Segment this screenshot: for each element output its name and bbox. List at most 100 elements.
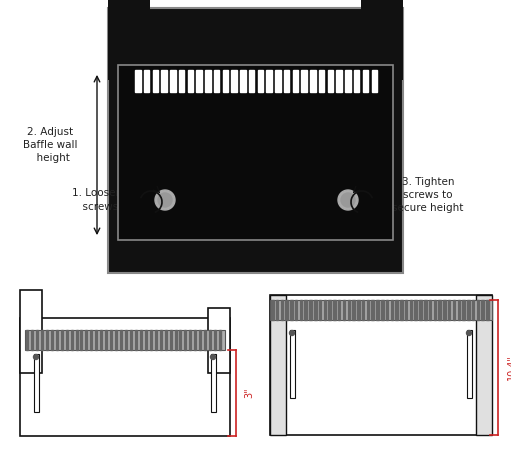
Bar (130, 330, 132, 350)
Bar (100, 330, 102, 350)
Bar (293, 70, 298, 92)
Bar (361, 0, 403, 80)
Bar (396, 300, 398, 320)
Bar (26, 330, 28, 350)
Bar (299, 300, 302, 320)
Bar (390, 300, 393, 320)
Bar (357, 300, 360, 320)
Bar (25, 330, 225, 350)
Bar (170, 330, 172, 350)
Bar (205, 70, 211, 92)
Bar (477, 300, 479, 320)
Bar (276, 300, 278, 320)
Bar (188, 70, 193, 92)
Bar (281, 300, 283, 320)
Bar (118, 65, 393, 240)
Bar (135, 330, 137, 350)
Circle shape (290, 330, 294, 336)
Circle shape (155, 190, 175, 210)
Circle shape (158, 193, 172, 207)
Text: 3. Tighten
screws to
secure height: 3. Tighten screws to secure height (392, 177, 463, 213)
Text: 1. Loosen
  screws: 1. Loosen screws (72, 189, 122, 211)
Bar (165, 330, 167, 350)
Bar (105, 330, 107, 350)
Bar (140, 330, 142, 350)
Bar (314, 300, 316, 320)
Bar (443, 300, 446, 320)
Bar (51, 330, 53, 350)
Bar (333, 300, 336, 320)
Bar (405, 300, 407, 320)
Bar (240, 70, 246, 92)
Bar (371, 300, 374, 320)
Bar (429, 300, 431, 320)
Text: 2. Adjust
Baffle wall
  height: 2. Adjust Baffle wall height (23, 127, 77, 163)
Bar (20, 290, 42, 373)
Bar (343, 300, 345, 320)
Bar (352, 300, 355, 320)
Bar (95, 330, 97, 350)
Bar (174, 330, 176, 350)
Bar (328, 70, 333, 92)
Bar (338, 300, 340, 320)
Bar (301, 70, 307, 92)
Bar (219, 330, 221, 350)
Bar (467, 300, 470, 320)
Bar (457, 300, 460, 320)
Bar (434, 300, 436, 320)
Bar (31, 330, 33, 350)
Circle shape (338, 190, 358, 210)
Bar (284, 70, 289, 92)
Text: 10.4": 10.4" (507, 355, 511, 380)
Bar (414, 300, 417, 320)
Bar (290, 330, 295, 398)
Bar (271, 300, 273, 320)
Bar (208, 308, 230, 373)
Bar (329, 300, 331, 320)
Bar (108, 0, 150, 80)
Bar (152, 70, 158, 92)
Bar (381, 300, 383, 320)
Bar (196, 70, 202, 92)
Bar (170, 70, 176, 92)
Bar (258, 70, 263, 92)
Bar (486, 300, 489, 320)
Bar (46, 330, 48, 350)
Bar (270, 295, 286, 435)
Bar (65, 330, 67, 350)
Bar (85, 330, 87, 350)
Bar (61, 330, 63, 350)
Bar (476, 295, 492, 435)
Bar (424, 300, 427, 320)
Bar (376, 300, 379, 320)
Bar (400, 300, 403, 320)
Circle shape (34, 355, 38, 360)
Bar (56, 330, 58, 350)
Bar (36, 330, 38, 350)
Bar (76, 330, 78, 350)
Bar (462, 300, 465, 320)
Bar (310, 70, 316, 92)
Bar (347, 300, 350, 320)
Bar (309, 300, 312, 320)
Bar (199, 330, 201, 350)
Bar (190, 330, 191, 350)
Bar (120, 330, 122, 350)
Bar (336, 70, 342, 92)
Bar (115, 330, 117, 350)
Bar (419, 300, 422, 320)
Bar (270, 300, 492, 320)
Bar (41, 330, 43, 350)
Bar (371, 70, 377, 92)
Bar (266, 70, 272, 92)
Bar (386, 300, 388, 320)
Bar (285, 300, 288, 320)
Bar (184, 330, 187, 350)
Bar (179, 330, 181, 350)
Bar (295, 300, 297, 320)
Bar (90, 330, 92, 350)
Circle shape (467, 330, 472, 336)
Bar (194, 330, 196, 350)
Bar (481, 300, 484, 320)
Bar (179, 70, 184, 92)
